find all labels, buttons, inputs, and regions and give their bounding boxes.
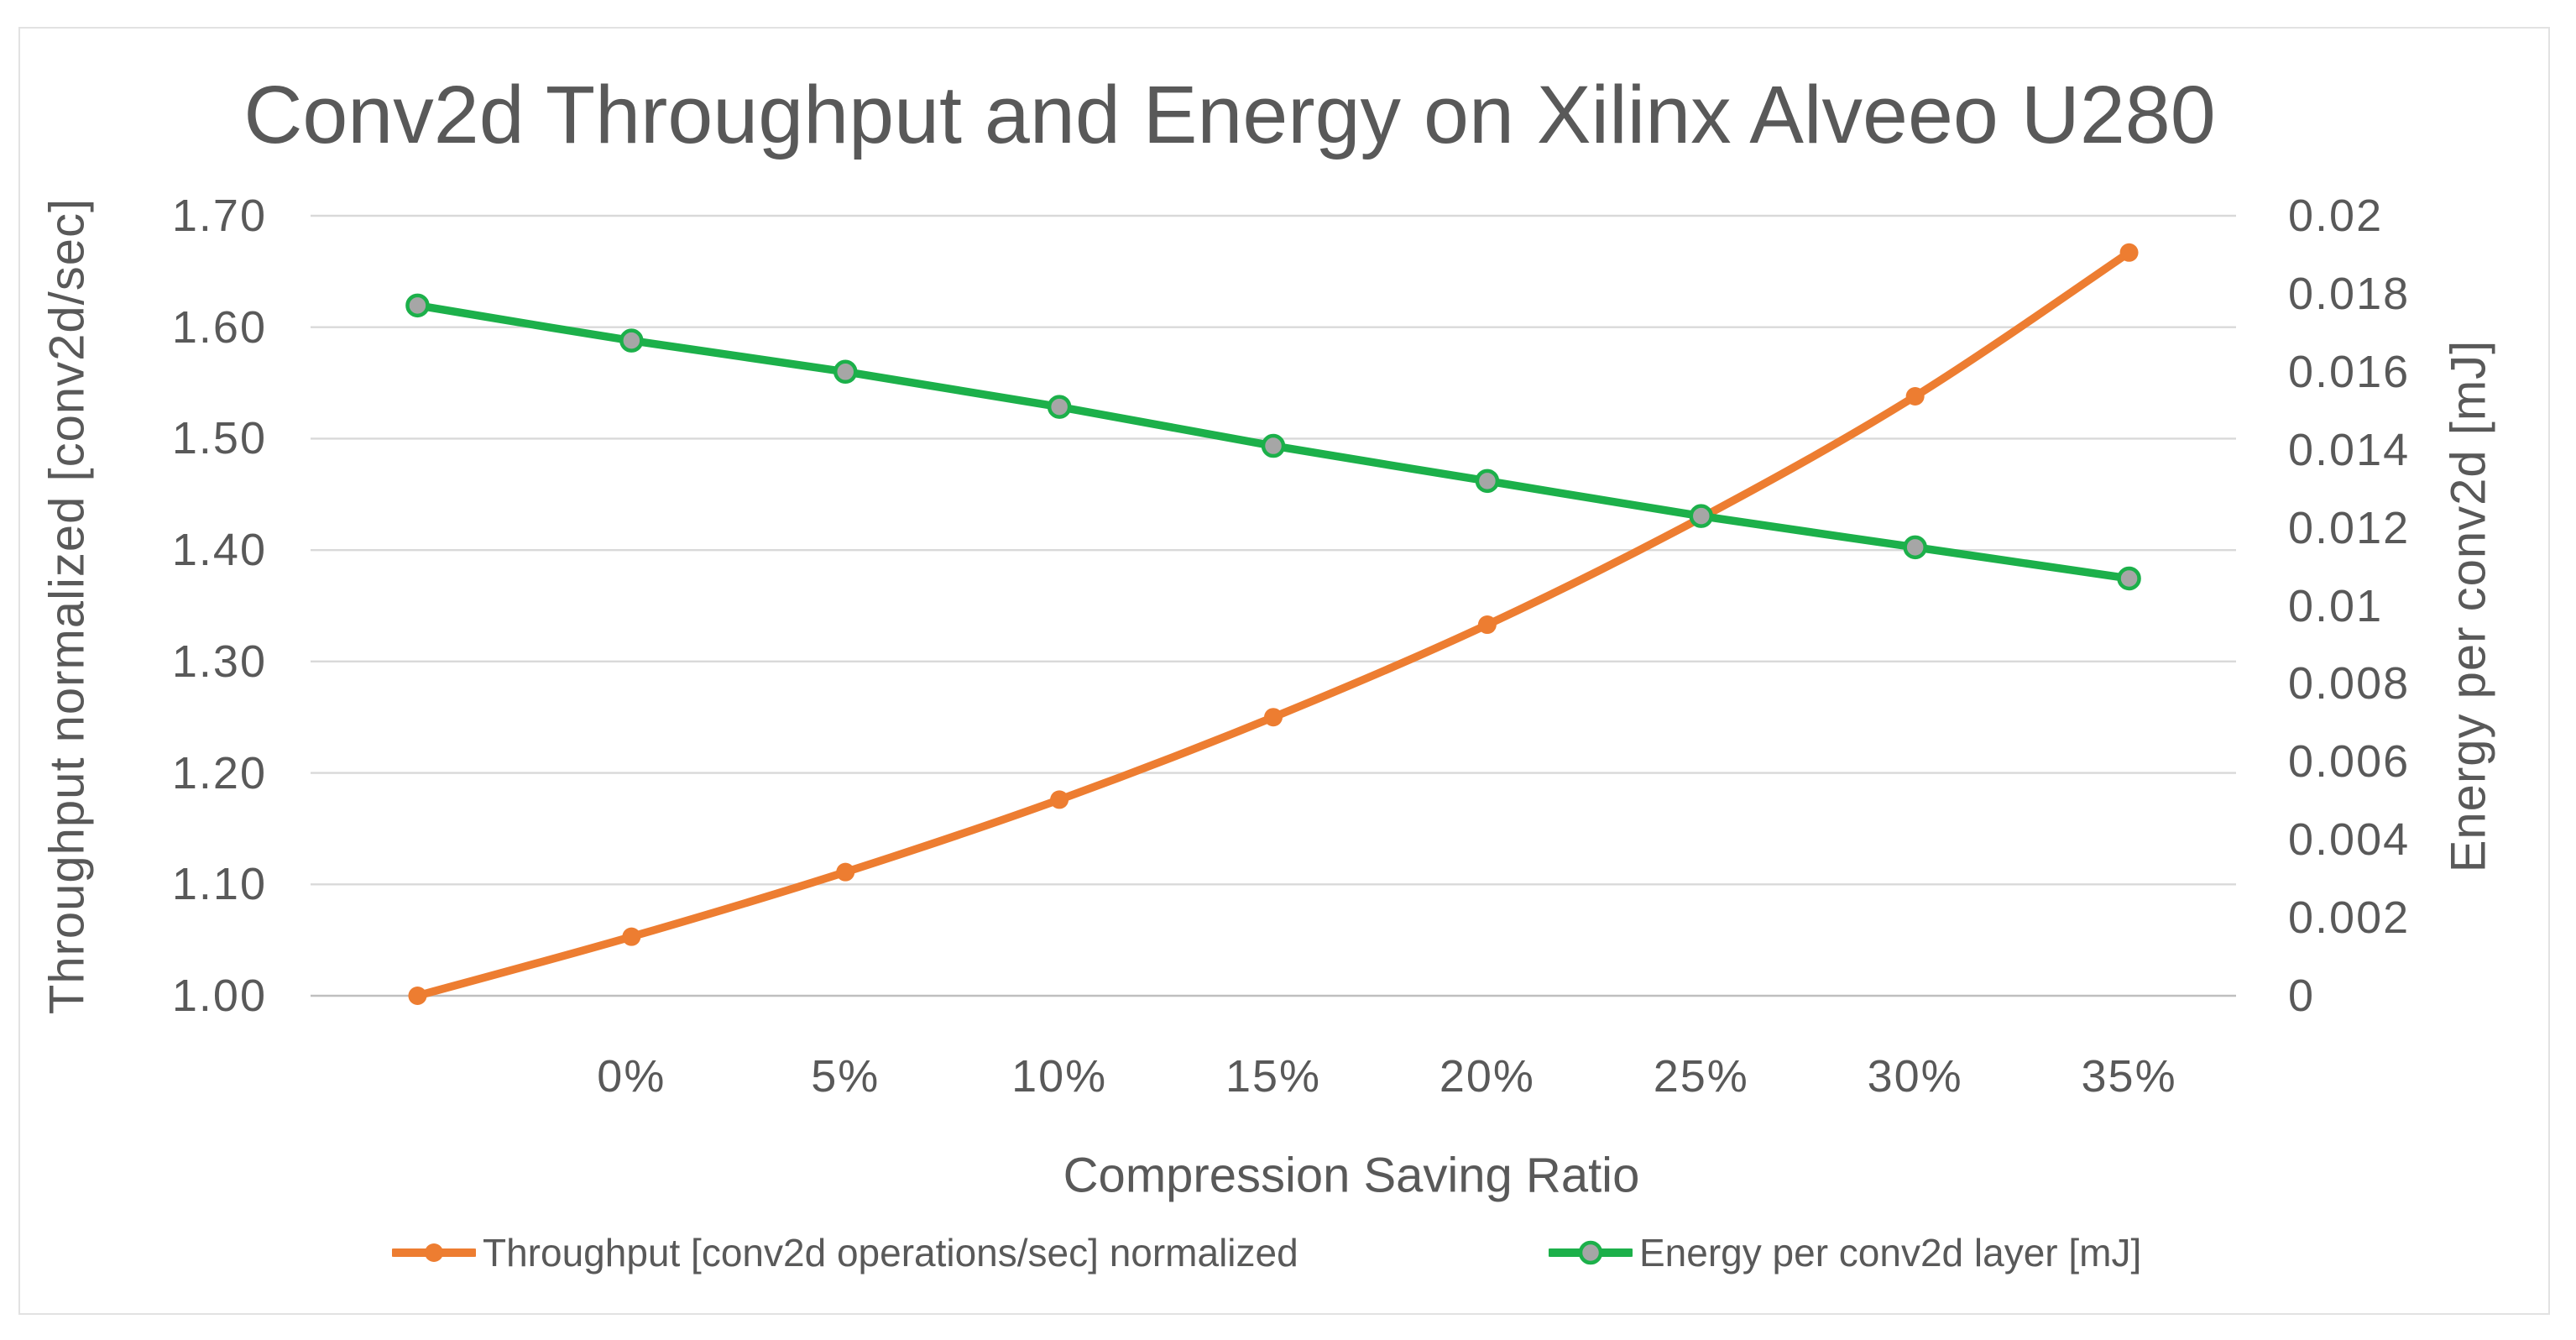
right-axis-tick-0: 0 xyxy=(2288,971,2316,1021)
energy-point-5% xyxy=(833,359,858,385)
x-axis-tick-30%: 30% xyxy=(1867,1051,1963,1102)
right-axis-tick-0.002: 0.002 xyxy=(2288,892,2411,944)
x-axis-tick-0%: 0% xyxy=(597,1051,666,1102)
throughput-point-30% xyxy=(1905,386,1925,406)
right-axis-tick-0.006: 0.006 xyxy=(2288,736,2411,788)
throughput-point-15% xyxy=(1264,708,1283,727)
x-axis-tick-10%: 10% xyxy=(1011,1051,1108,1102)
energy-point-20% xyxy=(1475,468,1500,494)
right-axis-tick-0.004: 0.004 xyxy=(2288,814,2411,866)
chart-title: Conv2d Throughput and Energy on Xilinx A… xyxy=(243,69,2216,160)
throughput-point-10% xyxy=(1050,790,1069,809)
x-axis-tick-15%: 15% xyxy=(1225,1051,1322,1102)
left-axis-tick-1.30: 1.30 xyxy=(171,636,267,687)
left-axis-tick-1.20: 1.20 xyxy=(171,747,267,798)
x-axis-tick-5%: 5% xyxy=(811,1051,880,1102)
right-axis-title: Energy per conv2d [mJ] xyxy=(2441,339,2496,873)
left-axis-tick-1.00: 1.00 xyxy=(171,971,267,1021)
right-axis-tick-0.008: 0.008 xyxy=(2288,658,2411,709)
right-axis-tick-0.016: 0.016 xyxy=(2288,346,2411,397)
throughput-point-35% xyxy=(2119,243,2139,262)
energy-point-0% xyxy=(619,328,644,353)
left-axis-tick-1.70: 1.70 xyxy=(171,191,267,241)
left-axis-tick-1.60: 1.60 xyxy=(171,301,267,353)
legend-label-energy: Energy per conv2d layer [mJ] xyxy=(1639,1231,2142,1275)
legend-entry-throughput: Throughput [conv2d operations/sec] norma… xyxy=(392,1224,1298,1281)
legend-marker-icon xyxy=(1578,1240,1603,1265)
left-axis-tick-1.10: 1.10 xyxy=(171,859,267,910)
x-axis-tick-35%: 35% xyxy=(2081,1051,2177,1102)
energy-point-15% xyxy=(1261,433,1286,458)
legend-marker-icon xyxy=(425,1243,443,1262)
energy-point-30% xyxy=(1903,535,1927,560)
left-axis-tick-1.50: 1.50 xyxy=(171,413,267,464)
left-axis-tick-1.40: 1.40 xyxy=(171,525,267,576)
throughput-point-start xyxy=(408,987,427,1005)
chart-frame xyxy=(18,27,2550,1315)
x-axis-tick-25%: 25% xyxy=(1653,1051,1749,1102)
energy-point-10% xyxy=(1047,395,1072,419)
legend-entry-energy: Energy per conv2d layer [mJ] xyxy=(1549,1224,2141,1281)
throughput-point-5% xyxy=(836,862,855,882)
x-axis-tick-20%: 20% xyxy=(1439,1051,1535,1102)
throughput-point-0% xyxy=(622,927,641,946)
energy-point-start xyxy=(405,293,430,318)
throughput-series-legend-icon xyxy=(392,1243,476,1262)
energy-series-legend-icon xyxy=(1549,1240,1633,1265)
right-axis-tick-0.014: 0.014 xyxy=(2288,424,2411,475)
right-axis-tick-0.018: 0.018 xyxy=(2288,268,2411,319)
energy-point-35% xyxy=(2117,566,2141,591)
x-axis-title: Compression Saving Ratio xyxy=(1063,1148,1640,1203)
throughput-point-20% xyxy=(1477,615,1497,635)
energy-point-25% xyxy=(1689,504,1714,528)
right-axis-tick-0.012: 0.012 xyxy=(2288,502,2411,553)
right-axis-tick-0.01: 0.01 xyxy=(2288,580,2384,631)
legend-label-throughput: Throughput [conv2d operations/sec] norma… xyxy=(483,1231,1298,1275)
right-axis-tick-0.02: 0.02 xyxy=(2288,191,2384,241)
